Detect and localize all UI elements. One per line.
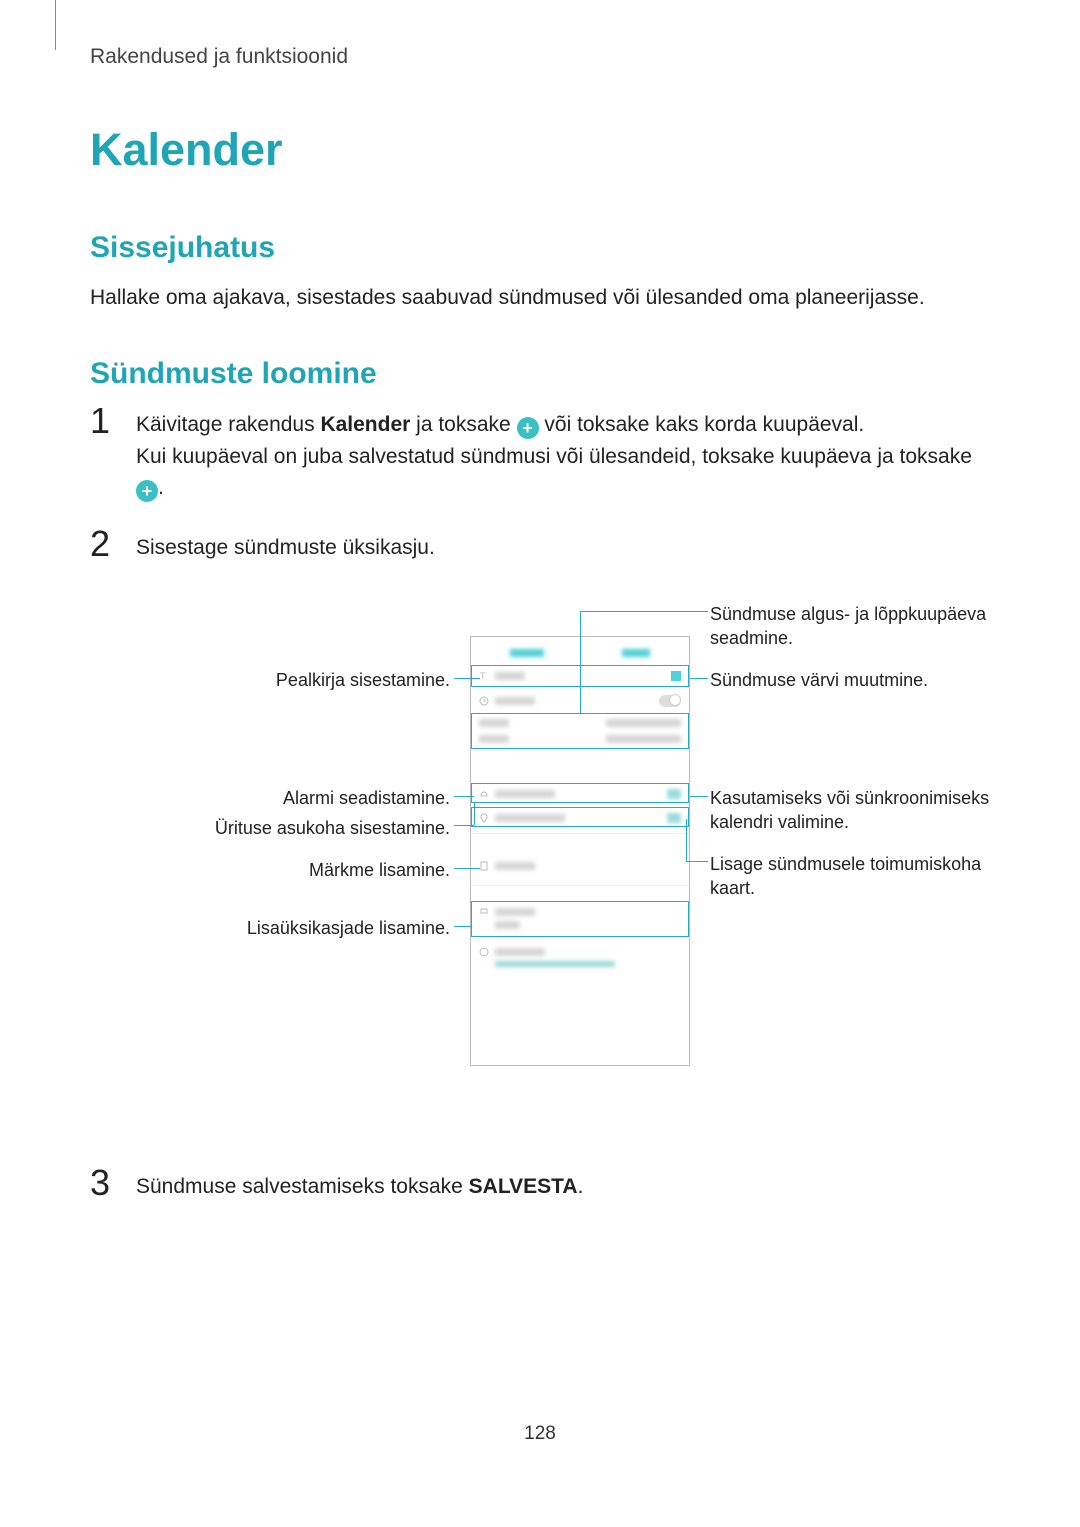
location-row-highlight (471, 807, 689, 827)
callout-map: Lisage sündmusele toimumiskoha kaart. (710, 853, 1010, 900)
step-3: 3 Sündmuse salvestamiseks toksake SALVES… (90, 1171, 990, 1203)
callout-line (454, 796, 474, 797)
step1-text-post: või toksake kaks korda kuupäeval. (539, 413, 865, 436)
callout-line (454, 926, 472, 927)
plus-icon: + (136, 480, 158, 502)
divider (471, 833, 689, 834)
callout-more-details: Lisaüksikasjade lisamine. (90, 917, 450, 940)
callout-calendar-select: Kasutamiseks või sünkroonimiseks kalendr… (710, 787, 990, 834)
callout-line (690, 796, 708, 797)
step1-app-name: Kalender (320, 413, 410, 436)
intro-text: Hallake oma ajakava, sisestades saabuvad… (90, 283, 990, 312)
phone-cancel-blur (510, 649, 544, 657)
step-number: 1 (90, 403, 130, 439)
step1-text-pre: Käivitage rakendus (136, 413, 320, 436)
divider (471, 885, 689, 886)
page-title: Kalender (90, 124, 990, 176)
callout-start-end: Sündmuse algus- ja lõppkuupäeva seadmine… (710, 603, 990, 650)
step3-post: . (578, 1175, 584, 1198)
callout-alarm: Alarmi seadistamine. (90, 787, 450, 810)
step3-pre: Sündmuse salvestamiseks toksake (136, 1175, 469, 1198)
step2-text: Sisestage sündmuste üksikasju. (136, 532, 990, 564)
step1-text-mid: ja toksake (410, 413, 516, 436)
callout-line (454, 825, 474, 826)
callout-color: Sündmuse värvi muutmine. (710, 669, 990, 692)
note-blur (495, 862, 535, 870)
page-top-rule (55, 0, 56, 50)
note-icon (479, 861, 489, 871)
event-editor-diagram: T (90, 591, 990, 1141)
callout-line (454, 868, 480, 869)
step1-line2-post: . (158, 476, 164, 499)
callout-line (686, 861, 708, 862)
alarm-row-highlight (471, 783, 689, 803)
extra-row-highlight (471, 901, 689, 937)
extra2b-blur (495, 961, 615, 967)
section-intro-heading: Sissejuhatus (90, 231, 990, 265)
allday-toggle (659, 695, 681, 707)
phone-save-blur (622, 649, 650, 657)
breadcrumb: Rakendused ja funktsioonid (90, 45, 990, 69)
callout-line (580, 611, 581, 713)
extra2-blur (495, 948, 545, 956)
clock-icon (479, 696, 489, 706)
section-create-heading: Sündmuste loomine (90, 357, 990, 391)
callout-line (686, 819, 687, 861)
callout-title: Pealkirja sisestamine. (90, 669, 450, 692)
callout-line (580, 611, 708, 612)
callout-line (474, 803, 475, 825)
callout-line (454, 678, 480, 679)
step-2: 2 Sisestage sündmuste üksikasju. (90, 532, 990, 564)
callout-location: Ürituse asukoha sisestamine. (90, 817, 450, 840)
plus-icon: + (517, 417, 539, 439)
step-number: 2 (90, 526, 130, 562)
allday-blur (495, 697, 535, 705)
date-rows-highlight (471, 713, 689, 749)
page-number: 128 (90, 1423, 990, 1445)
globe-icon (479, 947, 489, 957)
step-1: 1 Käivitage rakendus Kalender ja toksake… (90, 409, 990, 504)
callout-line (690, 678, 708, 679)
callout-note: Märkme lisamine. (90, 859, 450, 882)
step-number: 3 (90, 1165, 130, 1201)
step1-line2-pre: Kui kuupäeval on juba salvestatud sündmu… (136, 445, 972, 468)
step3-bold: SALVESTA (469, 1175, 578, 1198)
